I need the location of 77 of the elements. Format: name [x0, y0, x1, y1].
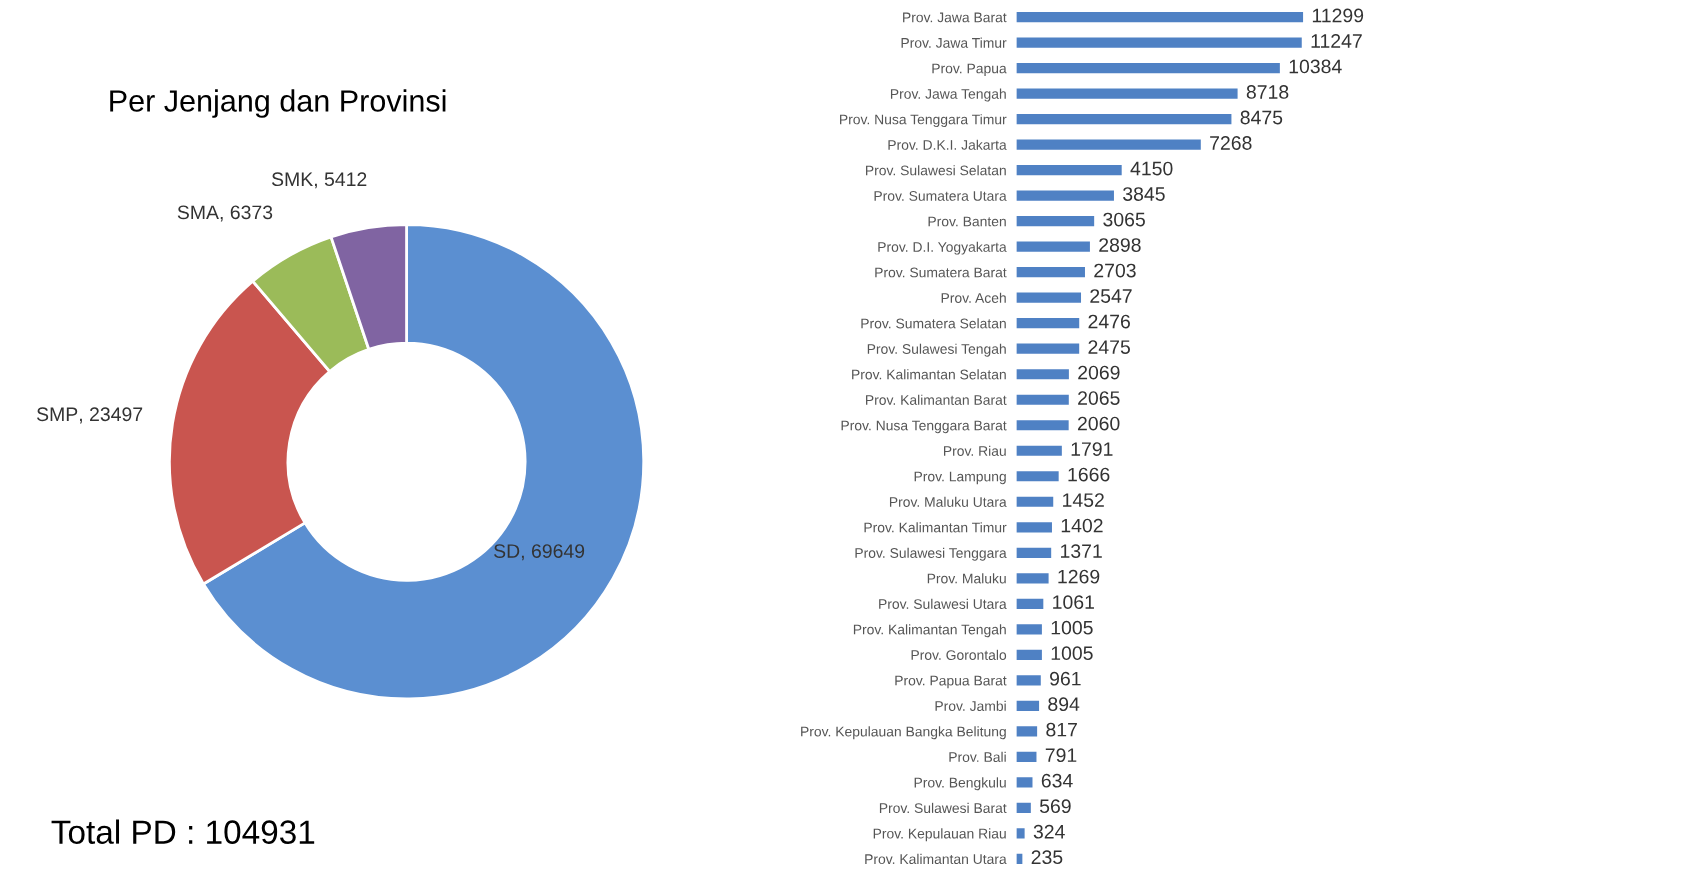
- bar: [1016, 165, 1122, 176]
- bar: [1016, 547, 1052, 558]
- data-label: 8718: [1246, 85, 1289, 99]
- bar: [1016, 573, 1049, 584]
- data-label: 2547: [1090, 289, 1132, 303]
- data-label: 1005: [1051, 646, 1093, 661]
- data-label: 7268: [1210, 136, 1252, 150]
- data-label: 1269: [1058, 569, 1100, 584]
- chart-title: Per Jenjang dan Provinsi: [110, 89, 446, 118]
- data-label: 11299: [1312, 8, 1364, 23]
- bar: [1016, 190, 1114, 201]
- data-label: 324: [1033, 824, 1065, 839]
- bar: [1016, 445, 1062, 456]
- data-label: 1371: [1061, 544, 1102, 558]
- data-label: 235: [1031, 850, 1063, 865]
- bar: [1016, 496, 1054, 507]
- data-label: , 23497: [79, 407, 143, 424]
- data-label: 2476: [1088, 314, 1130, 329]
- data-label: 1452: [1063, 493, 1104, 507]
- bar: [1016, 649, 1042, 660]
- bar: [1016, 624, 1042, 635]
- bar: [1016, 751, 1037, 762]
- data-label: 11247: [1311, 34, 1362, 48]
- data-label: 817: [1046, 722, 1077, 737]
- bar: [1016, 522, 1052, 533]
- slice-label: SMK: [271, 172, 313, 187]
- bar: [1016, 88, 1238, 99]
- bar: [1016, 216, 1095, 227]
- data-label: 3065: [1103, 212, 1145, 227]
- bar: [1016, 471, 1059, 482]
- data-label: 2898: [1099, 238, 1141, 252]
- bar: [1016, 675, 1041, 686]
- bar: [1016, 420, 1069, 431]
- data-label: 4150: [1130, 161, 1173, 176]
- data-label: , 5412: [314, 172, 367, 189]
- slice-label: SMA: [177, 205, 219, 220]
- data-label: 1005: [1051, 620, 1093, 635]
- data-label: 569: [1039, 799, 1071, 814]
- bar: [1016, 700, 1040, 711]
- bar: [1016, 828, 1025, 839]
- bar: [1016, 139, 1201, 150]
- data-label: 8475: [1240, 110, 1283, 125]
- bar: [1016, 267, 1085, 278]
- bar: [1016, 598, 1044, 609]
- bar: [1016, 726, 1038, 737]
- bar: [1016, 12, 1304, 23]
- bar: [1016, 343, 1080, 354]
- text: Total PD : 104931: [51, 819, 315, 844]
- data-label: 2065: [1078, 391, 1120, 405]
- data-label: 1791: [1071, 442, 1113, 456]
- slice-label: SD: [494, 544, 520, 558]
- bar: [1016, 318, 1080, 329]
- data-label: 1061: [1053, 595, 1094, 610]
- slice-label: SMP: [36, 407, 78, 422]
- data-label: 894: [1048, 697, 1080, 712]
- bar: [1016, 394, 1069, 405]
- data-label: , 6373: [220, 205, 273, 222]
- data-label: 791: [1045, 748, 1077, 763]
- data-label: 1666: [1068, 467, 1110, 482]
- data-label: , 69649: [521, 544, 585, 561]
- data-label: 3845: [1123, 187, 1165, 201]
- data-label: 2475: [1088, 340, 1130, 354]
- data-label: 1402: [1061, 518, 1103, 533]
- data-label: 2069: [1078, 365, 1120, 380]
- bar: [1016, 114, 1232, 125]
- bar: [1016, 241, 1090, 252]
- data-label: 2060: [1077, 416, 1120, 431]
- bar: [1016, 37, 1302, 48]
- data-label: 634: [1041, 773, 1073, 788]
- bar: [1016, 802, 1031, 813]
- data-label: 10384: [1289, 59, 1342, 74]
- bar: [1016, 777, 1033, 788]
- bar: [1016, 63, 1280, 74]
- data-label: 961: [1050, 671, 1081, 686]
- bar: [1016, 369, 1069, 380]
- data-label: 2703: [1094, 263, 1136, 278]
- bar: [1016, 292, 1082, 303]
